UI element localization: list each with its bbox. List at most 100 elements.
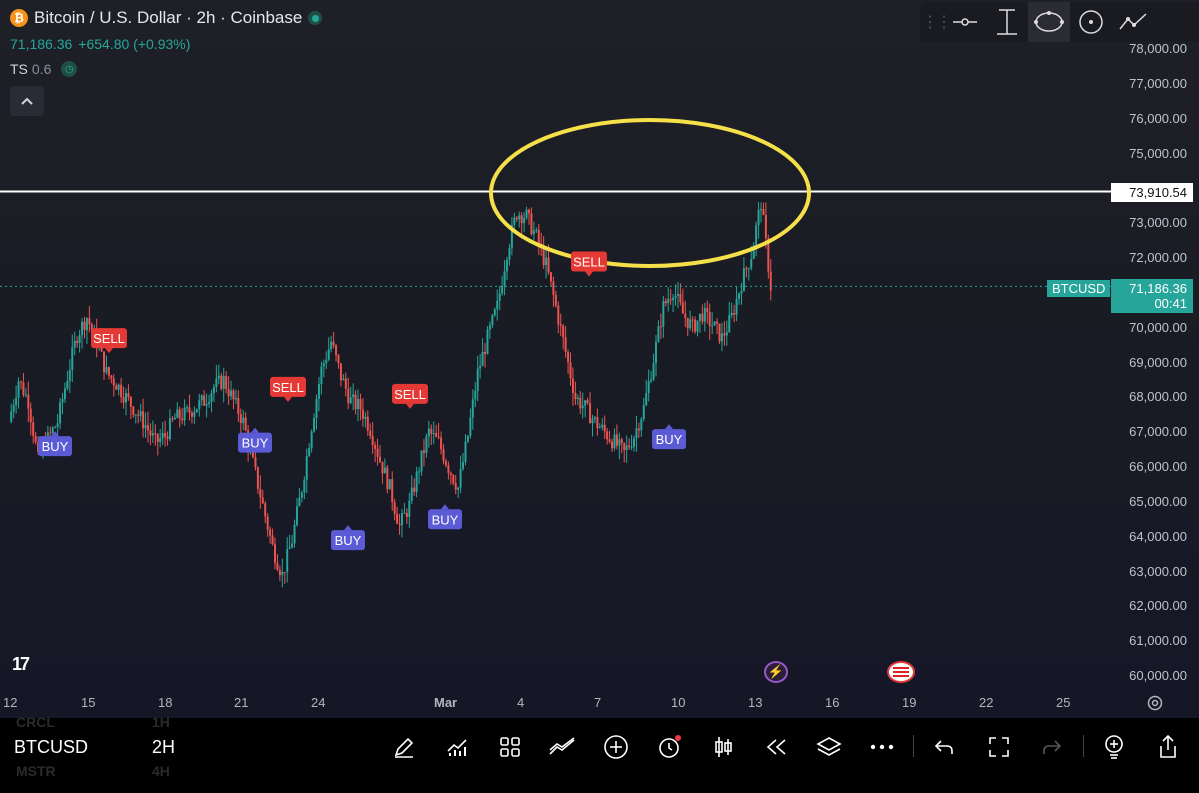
- layout-button[interactable]: [496, 734, 524, 760]
- symbol-header[interactable]: ₿ Bitcoin / U.S. Dollar · 2h · Coinbase: [10, 8, 323, 28]
- chevron-up-icon: [21, 97, 33, 105]
- indicator-legend[interactable]: TS 0.6 ◷: [10, 61, 78, 77]
- fullscreen-button[interactable]: [985, 734, 1013, 760]
- signal-tag-box: [38, 436, 72, 457]
- candle-body: [738, 293, 741, 299]
- candle-body: [564, 337, 567, 352]
- candle-body: [151, 433, 154, 436]
- symbol-title: Bitcoin / U.S. Dollar · 2h · Coinbase: [34, 8, 303, 27]
- candle-body: [183, 407, 186, 421]
- alert-button[interactable]: [655, 734, 683, 760]
- candle-body: [242, 417, 245, 424]
- undo-button[interactable]: [930, 734, 958, 760]
- signal-tag-pointer: [251, 427, 259, 433]
- candle-body: [271, 535, 274, 545]
- candle-body: [437, 436, 440, 438]
- time-axis-label: 10: [671, 695, 686, 710]
- share-icon: [1160, 734, 1176, 758]
- candle-body: [510, 224, 513, 249]
- candle-body: [313, 418, 316, 432]
- candle-body: [117, 384, 120, 390]
- candle-body: [694, 319, 697, 332]
- time-axis-label: 24: [311, 695, 326, 710]
- ideas-button[interactable]: [1100, 734, 1128, 760]
- candle-body: [740, 290, 743, 294]
- buy-signal-tag: BUY: [238, 427, 272, 453]
- compare-button[interactable]: [548, 734, 576, 760]
- time-axis-label: 21: [234, 695, 249, 710]
- indicator-settings-icon[interactable]: ◷: [61, 61, 78, 77]
- chart-type-button[interactable]: [709, 734, 737, 760]
- candle-body: [125, 393, 128, 403]
- price-axis-label: 60,000.00: [1129, 668, 1187, 683]
- candle-body: [146, 425, 149, 431]
- signal-tag-pointer: [585, 271, 593, 277]
- price-chart[interactable]: BUY SELL BUY SELL BUY SELL BUY SELL BUY: [0, 0, 1199, 718]
- candle-body: [281, 572, 284, 576]
- trend-tool[interactable]: [1112, 2, 1154, 42]
- candle-body: [149, 430, 152, 436]
- signal-tag-box: [571, 251, 607, 272]
- symbol-selector[interactable]: BTCUSD: [14, 737, 89, 757]
- timeframe-selector[interactable]: 2H: [152, 737, 176, 757]
- bar-countdown: 00:41: [1154, 296, 1187, 311]
- share-button[interactable]: [1154, 734, 1182, 760]
- candle-body: [276, 562, 279, 570]
- signal-tag-box: [331, 530, 365, 551]
- candle-body: [620, 439, 623, 444]
- candle-body: [650, 379, 653, 382]
- candle-body: [640, 419, 643, 431]
- layers-button[interactable]: [815, 734, 843, 760]
- candle-body: [552, 281, 555, 295]
- candle-body: [273, 544, 276, 563]
- draw-tool-button[interactable]: [390, 734, 418, 760]
- candle-body: [198, 400, 201, 409]
- candle-body: [376, 448, 379, 457]
- time-axis-label: 12: [3, 695, 18, 710]
- us-event-flag-icon[interactable]: [887, 661, 915, 683]
- candle-body: [112, 378, 115, 386]
- candle-body: [647, 381, 650, 394]
- gear-icon[interactable]: [1146, 694, 1164, 712]
- candle-body: [718, 323, 721, 342]
- candle-body: [88, 318, 91, 325]
- flash-event-icon[interactable]: ⚡: [764, 661, 788, 683]
- candle-body: [78, 335, 81, 343]
- drag-grip-icon[interactable]: ⋮⋮: [922, 14, 952, 31]
- more-button[interactable]: [868, 734, 896, 760]
- circle-tool[interactable]: [1070, 2, 1112, 42]
- candle-body: [68, 369, 71, 382]
- highlight-ellipse[interactable]: [489, 118, 811, 268]
- redo-button[interactable]: [1038, 734, 1066, 760]
- candle-body: [393, 502, 396, 514]
- candle-body: [618, 439, 621, 446]
- candle-body: [110, 375, 113, 379]
- candle-body: [264, 503, 267, 517]
- candle-body: [186, 407, 189, 409]
- indicators-button[interactable]: [443, 734, 471, 760]
- candle-body: [708, 311, 711, 326]
- horizontal-line-tool[interactable]: [944, 2, 986, 42]
- candle-body: [10, 411, 13, 422]
- candle-body: [696, 320, 699, 332]
- candle-body: [200, 395, 203, 401]
- candle-body: [713, 321, 716, 326]
- candle-body: [474, 391, 477, 400]
- candle-body: [283, 572, 286, 574]
- candle-body: [132, 406, 135, 416]
- plus-circle-icon: [604, 735, 628, 759]
- vertical-line-tool[interactable]: [986, 2, 1028, 42]
- collapse-legend-button[interactable]: [10, 86, 44, 116]
- tradingview-logo-icon[interactable]: 17: [12, 654, 30, 674]
- candle-body: [212, 387, 215, 394]
- candle-body: [752, 245, 755, 259]
- candle-body: [581, 405, 584, 409]
- ellipse-tool[interactable]: [1028, 2, 1070, 42]
- candle-body: [530, 213, 533, 235]
- replay-button[interactable]: [762, 734, 790, 760]
- candle-body: [325, 359, 328, 364]
- candle-body: [298, 497, 301, 507]
- candle-body: [611, 441, 614, 449]
- price-axis-label: 70,000.00: [1129, 319, 1187, 335]
- add-symbol-button[interactable]: [602, 734, 630, 760]
